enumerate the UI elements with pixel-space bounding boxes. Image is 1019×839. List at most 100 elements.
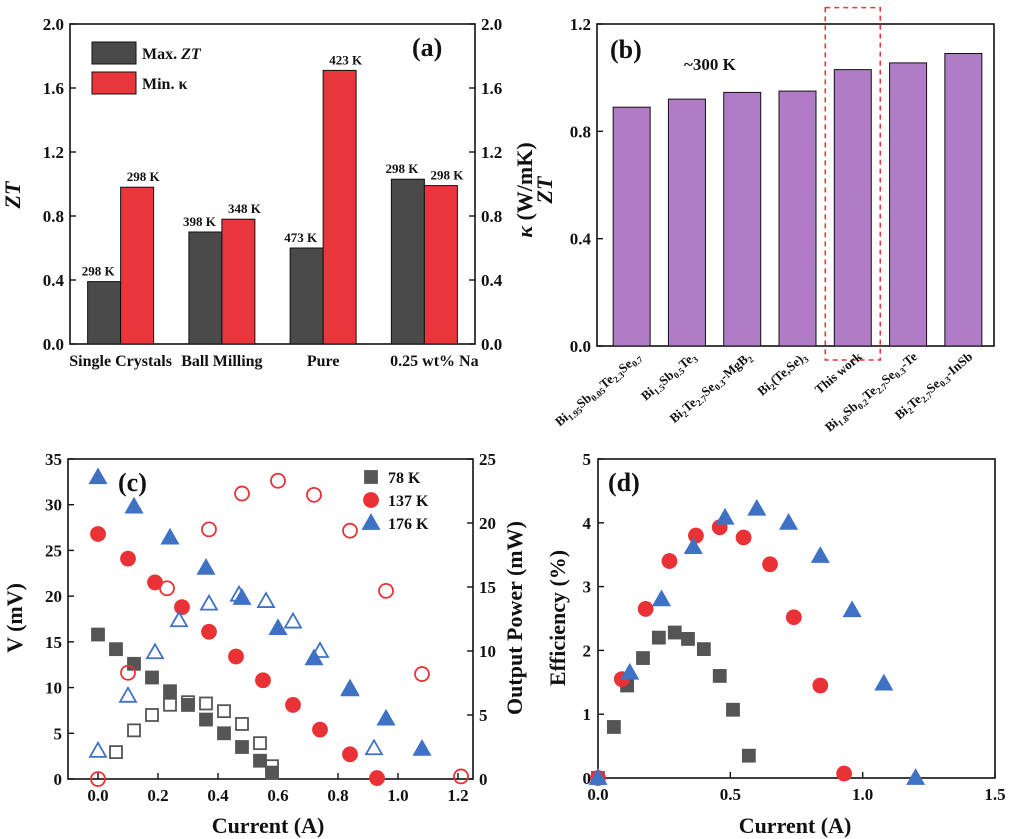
bar-label: 298 K (430, 168, 464, 183)
y-tick-label: 0.4 (43, 271, 65, 290)
efficiency-point (779, 512, 799, 530)
power-point (90, 771, 106, 787)
voltage-point (217, 726, 231, 741)
voltage-point (285, 697, 301, 713)
x-category-label: Ball Milling (181, 353, 262, 370)
efficiency-point (637, 601, 654, 617)
x-tick-label: 0.6 (267, 786, 288, 805)
legend-label: 137 K (388, 493, 429, 510)
x-category-label: Single Crystals (69, 353, 172, 370)
y-right-tick-label: 0 (479, 770, 488, 789)
voltage-point (342, 746, 358, 763)
voltage-point (174, 599, 190, 616)
efficiency-point (874, 673, 894, 691)
panel-d-y-title: Efficiency (%) (545, 550, 570, 686)
x-category-label: Bi1.5Sb0.5Te3 (638, 348, 701, 404)
bar-zt (667, 98, 706, 347)
efficiency-point (741, 748, 756, 763)
y-right-tick-label: 0.4 (481, 271, 503, 290)
y-tick-label: 0.8 (570, 122, 591, 141)
power-point (340, 679, 360, 697)
efficiency-point (810, 546, 830, 563)
y-tick-label: 1.6 (43, 79, 64, 98)
x-tick-label: 0.2 (147, 786, 168, 805)
power-point (201, 521, 217, 538)
voltage-point (90, 526, 106, 542)
legend-label: 176 K (388, 516, 429, 533)
voltage-point (201, 623, 217, 640)
power-point (145, 642, 165, 660)
x-tick-label: 1.2 (447, 786, 468, 805)
bar-max-zt (289, 247, 324, 345)
y-tick-label: 30 (45, 496, 62, 515)
x-category-label: 0.25 wt% Na (390, 353, 478, 370)
power-point (235, 717, 249, 731)
power-point (159, 580, 175, 597)
panel-c: 0.0 0.2 0.4 0.6 0.8 1.0 1.2 0 5 10 15 20 25 30 35 0 5 10 1… (2, 450, 527, 838)
y-tick-label: 20 (45, 587, 62, 606)
power-point (118, 685, 138, 703)
efficiency-point (712, 669, 727, 683)
x-tick-label: 1.0 (387, 786, 408, 805)
voltage-point (255, 672, 271, 689)
efficiency-point (620, 662, 640, 680)
voltage-point (145, 670, 159, 685)
efficiency-point (683, 537, 703, 554)
x-category-label: This work (812, 348, 866, 396)
power-point (342, 522, 358, 539)
power-point (256, 591, 276, 608)
x-tick-label: 1.5 (984, 785, 1005, 804)
y-tick-label: 4 (583, 514, 592, 533)
efficiency-point (651, 630, 666, 645)
power-point (253, 736, 267, 751)
panel-a-frame (69, 23, 476, 345)
bar-zt (944, 53, 983, 347)
voltage-point (312, 721, 328, 738)
voltage-point (196, 557, 216, 575)
bar-label: 298 K (385, 161, 419, 176)
y-right-tick-label: 20 (479, 514, 496, 533)
power-point (88, 741, 108, 758)
y-right-tick-label: 5 (479, 706, 488, 725)
efficiency-point (667, 625, 682, 640)
efficiency-point (906, 768, 926, 785)
y-right-tick-label: 10 (479, 642, 496, 661)
voltage-point (369, 770, 385, 786)
y-tick-label: 1 (583, 705, 592, 724)
y-tick-label: 35 (45, 450, 62, 469)
legend-max-zt-swatch (91, 41, 137, 65)
bar-label: 473 K (284, 230, 318, 245)
voltage-point (120, 550, 136, 567)
power-point (306, 486, 322, 503)
efficiency-point (651, 589, 672, 607)
x-tick-label: 0.0 (587, 785, 608, 804)
voltage-point (199, 712, 213, 727)
x-tick-label: 0.0 (87, 786, 108, 805)
y-tick-label: 0.0 (570, 337, 591, 356)
highlight-box (824, 6, 882, 361)
power-point (109, 745, 123, 760)
legend-label: 78 K (388, 470, 421, 487)
voltage-point (181, 698, 195, 712)
bar-min-kappa (221, 218, 256, 345)
panel-b: Bi1.95Sb0.05Te2.3Se0.7Bi1.5Sb0.5Te3Bi2Te… (512, 6, 995, 435)
y-right-tick-label: 0.0 (481, 335, 502, 354)
y-right-tick-label: 0.8 (481, 207, 502, 226)
efficiency-point (661, 553, 678, 569)
voltage-point (235, 740, 249, 754)
voltage-point (412, 739, 432, 756)
bar-min-kappa (120, 186, 155, 345)
efficiency-point (747, 498, 767, 516)
power-point (199, 593, 219, 611)
bar-min-kappa (322, 69, 357, 345)
legend-marker (364, 470, 378, 484)
voltage-point (163, 684, 177, 699)
bar-max-zt (87, 281, 122, 345)
efficiency-point (762, 556, 778, 573)
power-point (234, 485, 250, 502)
y-right-tick-label: 2.0 (481, 15, 502, 34)
y-tick-label: 10 (45, 679, 62, 698)
power-point (270, 472, 286, 489)
efficiency-point (785, 609, 802, 626)
